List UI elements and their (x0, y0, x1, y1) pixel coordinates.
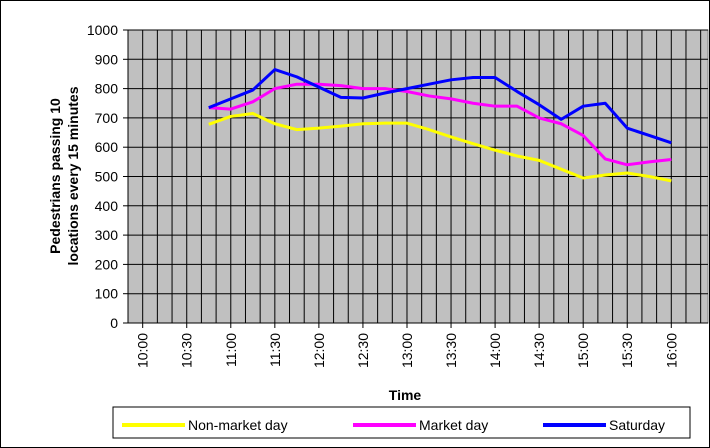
x-tick-label: 10:00 (135, 333, 151, 368)
grid (127, 29, 708, 324)
series-line (208, 112, 672, 183)
y-tick-label: 1000 (87, 22, 118, 38)
x-axis-title: Time (389, 387, 422, 403)
legend-label: Non-market day (188, 417, 288, 433)
y-tick-label: 300 (95, 227, 119, 243)
x-tick-label: 14:30 (531, 333, 547, 368)
x-tick-label: 15:00 (575, 333, 591, 368)
y-axis-title: Pedestrians passing 10 (47, 98, 63, 254)
series-line (208, 68, 672, 145)
x-tick-label: 12:30 (355, 333, 371, 368)
series-line (208, 82, 672, 167)
y-tick-label: 400 (95, 198, 119, 214)
x-tick-label: 12:00 (311, 333, 327, 368)
y-tick-label: 600 (95, 139, 119, 155)
legend-label: Saturday (609, 417, 665, 433)
y-tick-label: 900 (95, 51, 119, 67)
x-tick-label: 15:30 (619, 333, 635, 368)
y-tick-label: 500 (95, 169, 119, 185)
legend-label: Market day (419, 417, 488, 433)
x-tick-label: 11:00 (223, 333, 239, 367)
x-tick-label: 11:30 (267, 333, 283, 367)
legend (112, 406, 691, 439)
y-tick-label: 200 (95, 256, 119, 272)
x-tick-label: 16:00 (663, 333, 679, 368)
x-tick-label: 13:00 (399, 333, 415, 368)
x-tick-label: 10:30 (179, 333, 195, 368)
x-tick-label: 14:00 (487, 333, 503, 368)
x-tick-label: 13:30 (443, 333, 459, 368)
y-axis-title: locations every 15 minutes (65, 86, 81, 265)
y-tick-label: 100 (95, 286, 119, 302)
y-tick-label: 700 (95, 110, 119, 126)
y-tick-label: 800 (95, 81, 119, 97)
y-tick-label: 0 (110, 315, 118, 331)
